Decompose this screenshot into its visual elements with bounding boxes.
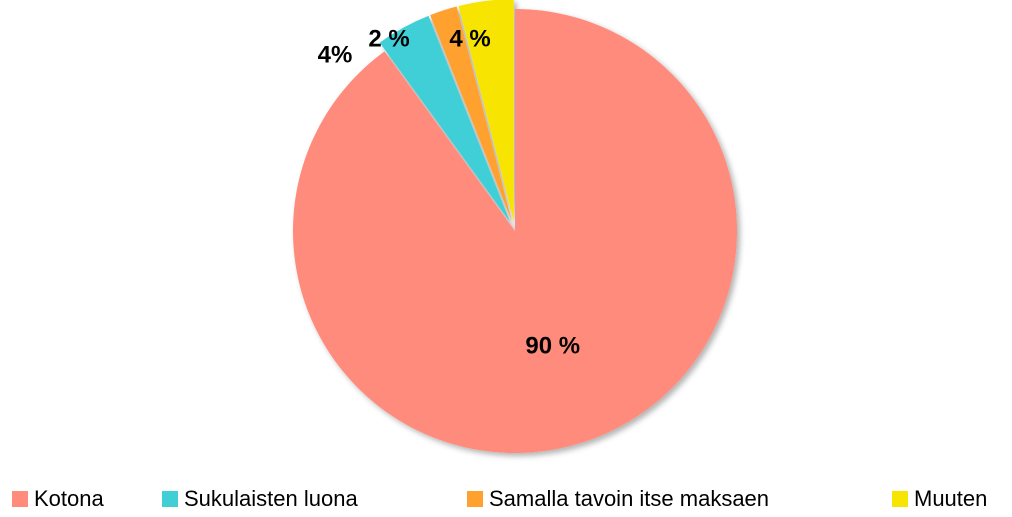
legend-swatch <box>467 491 483 507</box>
data-label: 90 % <box>525 332 580 359</box>
legend-swatch <box>162 491 178 507</box>
data-label: 2 % <box>368 25 409 52</box>
legend-label: Muuten <box>914 486 987 511</box>
pie <box>293 0 737 453</box>
pie-slice <box>430 6 512 222</box>
legend-label: Samalla tavoin itse maksaen <box>489 486 769 511</box>
pie-slice <box>379 15 511 223</box>
legend-swatch <box>892 491 908 507</box>
pie-slice <box>458 0 514 222</box>
legend-label: Sukulaisten luona <box>184 486 358 511</box>
legend-label: Kotona <box>34 486 104 511</box>
legend-swatch <box>12 491 28 507</box>
data-label: 4 % <box>449 25 490 52</box>
data-label: 4% <box>318 41 353 68</box>
pie-slice <box>293 9 737 453</box>
